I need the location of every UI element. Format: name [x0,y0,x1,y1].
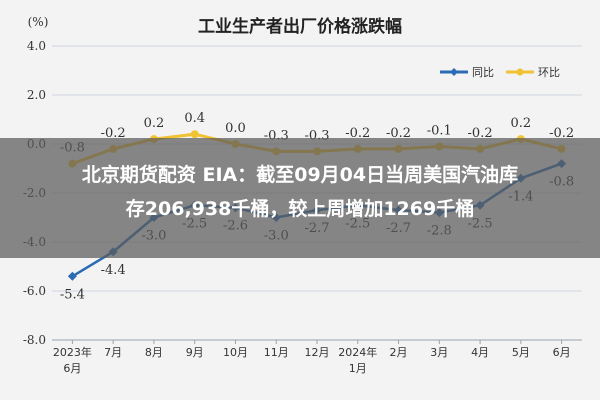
x-tick-label: 7月 [104,346,122,359]
y-tick-label: 2.0 [27,88,46,102]
x-tick-label: 6月 [553,346,571,359]
data-point-yoy [67,271,77,281]
headline: 北京期货配资 EIA：截至09月04日当周美国汽油库 存206,938千桶，较上… [0,158,600,226]
data-label-mom: -0.1 [427,123,452,138]
x-tick-label: 2月 [390,346,408,359]
x-tick-label: 10月 [223,346,248,359]
data-label-mom: 0.0 [225,121,246,136]
x-tick-label: 6月 [63,362,81,375]
data-label-yoy: -4.4 [101,263,126,278]
x-tick-label: 9月 [186,346,204,359]
headline-line-1: 北京期货配资 EIA：截至09月04日当周美国汽油库 [81,164,519,186]
x-tick-label: 5月 [512,346,530,359]
x-tick-label: 2024年 [338,345,377,359]
y-tick-label: -8.0 [23,333,46,347]
x-tick-label: 8月 [145,346,163,359]
y-axis-unit: (%) [28,15,49,29]
legend-marker-mom [516,68,524,76]
x-tick-label: 1月 [349,362,367,375]
data-label-mom: -0.2 [468,126,493,141]
x-tick-label: 3月 [430,346,448,359]
data-label-yoy: -5.4 [60,287,85,302]
legend-label-yoy: 同比 [472,66,494,79]
x-tick-label: 4月 [471,346,489,359]
headline-overlay [0,138,600,258]
legend-marker-yoy [450,68,458,76]
data-label-mom: -0.2 [386,126,411,141]
data-label-mom: 0.2 [144,116,165,131]
data-label-mom: -0.2 [345,126,370,141]
y-tick-label: -6.0 [23,284,46,298]
x-tick-label: 11月 [264,346,289,359]
data-label-mom: -0.2 [549,126,574,141]
legend-label-mom: 环比 [538,66,560,79]
x-tick-label: 12月 [305,346,330,359]
data-label-mom: -0.2 [101,126,126,141]
chart-title: 工业生产者出厂价格涨跌幅 [198,16,402,37]
headline-line-2: 存206,938千桶，较上周增加1269千桶 [125,198,475,220]
y-tick-label: 4.0 [27,39,46,53]
data-label-mom: 0.2 [511,116,532,131]
data-point-mom [190,130,199,139]
x-tick-label: 2023年 [53,345,92,359]
data-label-mom: 0.4 [184,111,205,126]
